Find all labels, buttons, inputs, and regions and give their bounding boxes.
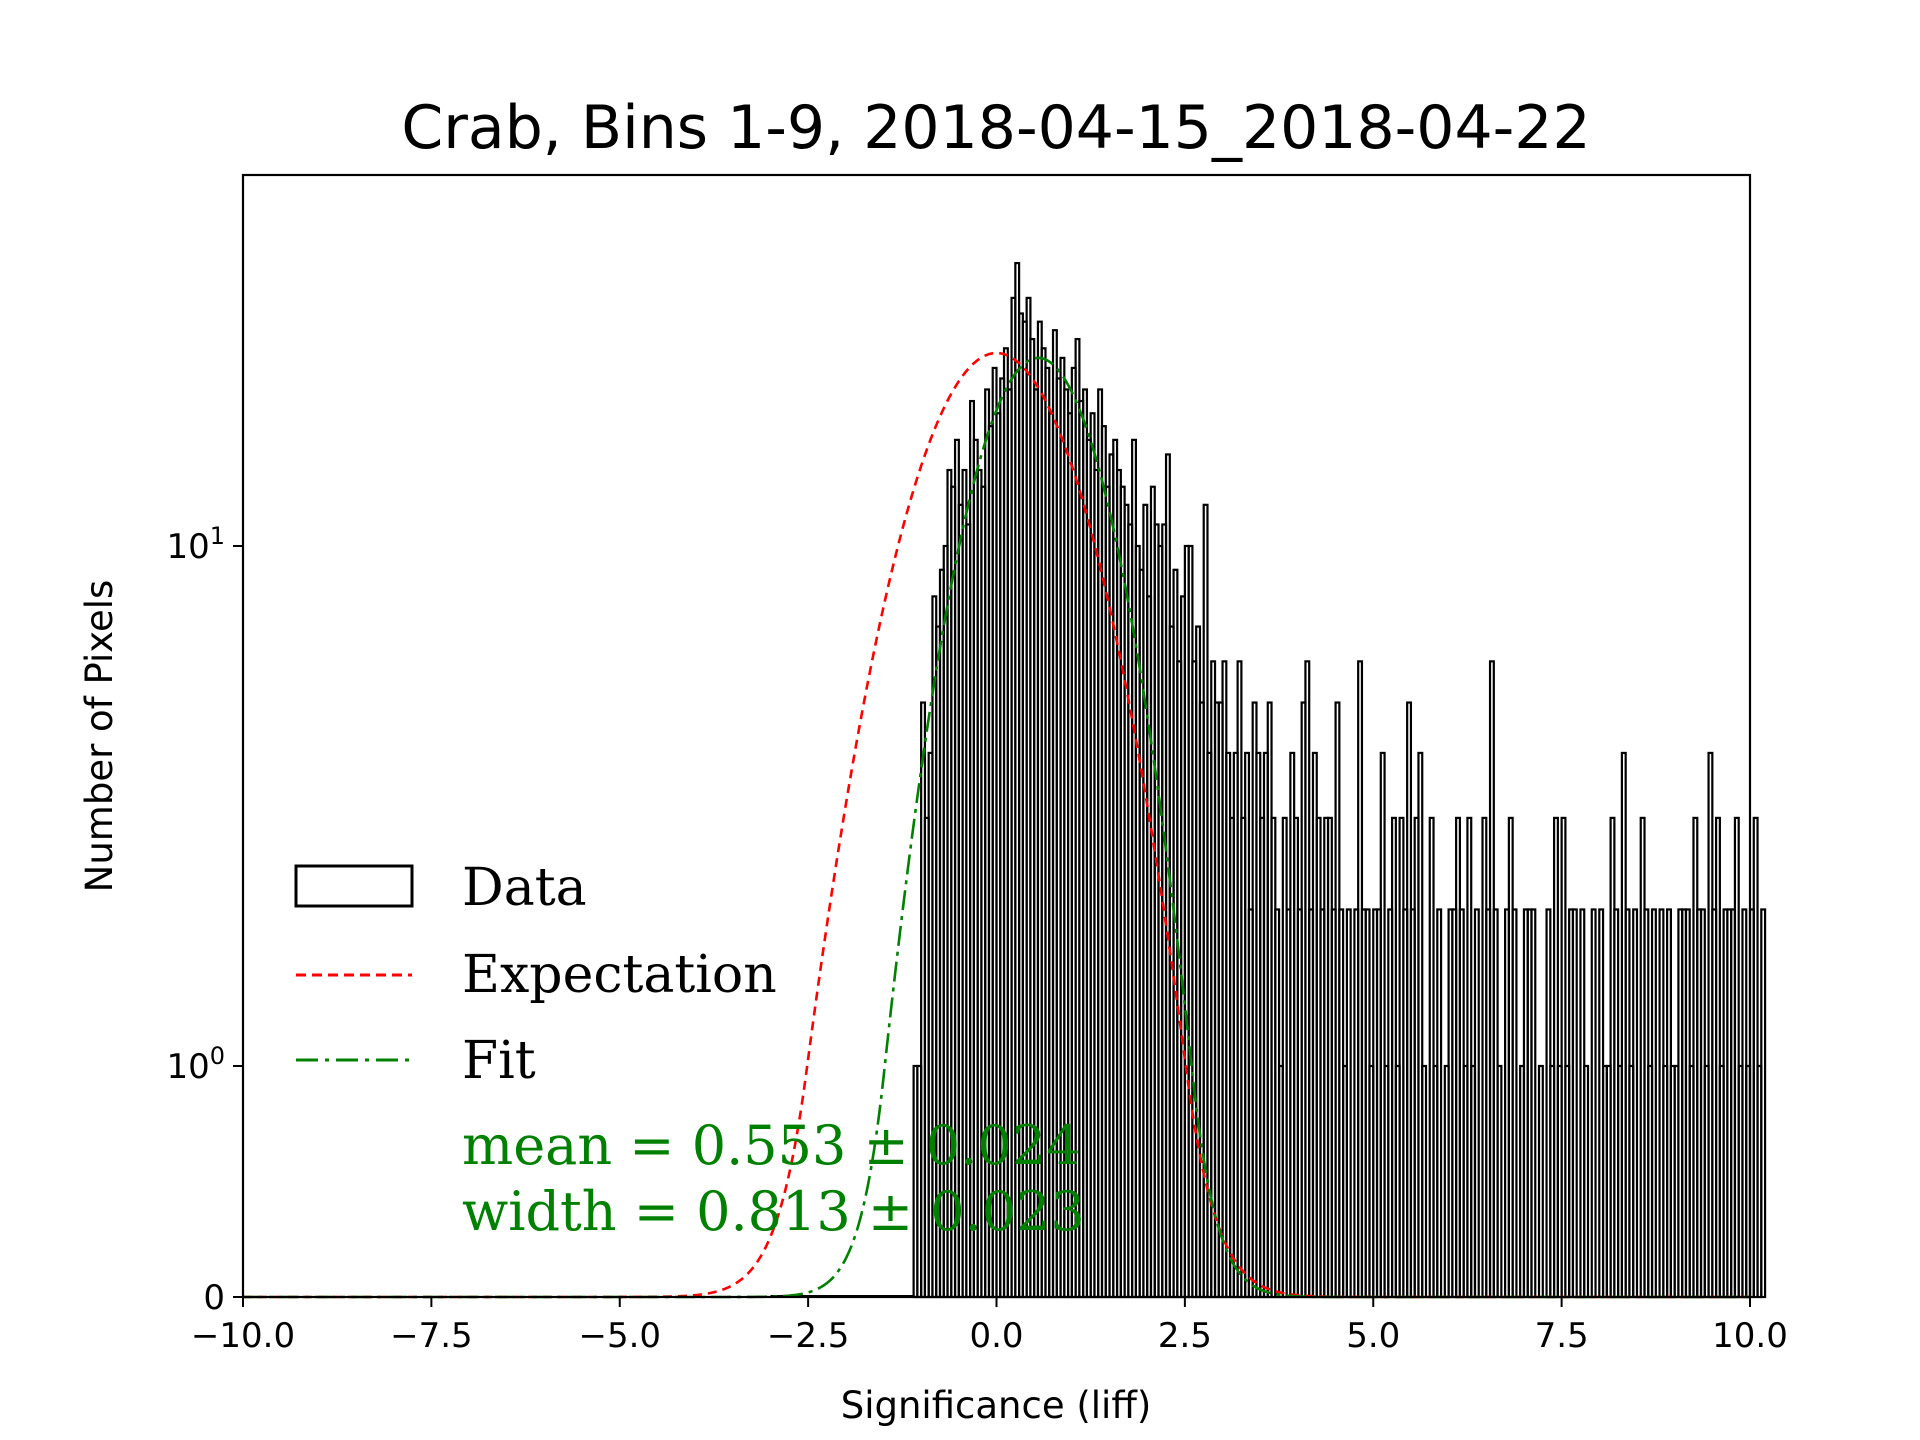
legend-fit-label: Fit	[462, 1031, 536, 1091]
x-axis-label: Significance (liff)	[841, 1384, 1152, 1427]
histogram-bar	[1537, 1064, 1544, 1299]
x-tick-label: 5.0	[1346, 1316, 1400, 1356]
x-axis-ticks: −10.0 −7.5 −5.0 −2.5 0.0 2.5 5.0 7.5 10.0	[191, 1297, 1788, 1356]
x-tick-label: 2.5	[1158, 1316, 1212, 1356]
fit-mean-annotation: mean = 0.553 ± 0.024	[462, 1114, 1080, 1177]
chart-title: Crab, Bins 1-9, 2018-04-15_2018-04-22	[401, 93, 1590, 163]
histogram-bar	[1473, 908, 1480, 1299]
fit-curve	[243, 356, 1750, 1299]
histogram-bar	[1650, 908, 1657, 1299]
x-tick-label: −2.5	[767, 1316, 850, 1356]
histogram-bar	[1421, 1064, 1428, 1299]
y-tick-label: 100	[166, 1042, 225, 1087]
histogram-bar	[1590, 908, 1597, 1299]
histogram-bar	[1760, 908, 1767, 1299]
curves-layer	[243, 351, 1750, 1299]
x-tick-label: 0.0	[969, 1316, 1023, 1356]
histogram-bar	[1530, 908, 1537, 1299]
histogram-bar	[1496, 1064, 1503, 1299]
legend-data-label: Data	[462, 858, 587, 918]
y-tick-label: 101	[166, 522, 225, 567]
y-axis-ticks: 0 100 101	[166, 522, 243, 1318]
histogram-bar	[1752, 816, 1759, 1299]
histogram-bar	[1583, 1064, 1590, 1299]
fit-width-annotation: width = 0.813 ± 0.023	[462, 1180, 1085, 1243]
x-tick-label: −5.0	[578, 1316, 661, 1356]
legend: Data Expectation Fit	[294, 858, 777, 1091]
histogram-bar	[1436, 908, 1443, 1299]
x-tick-label: 10.0	[1712, 1316, 1788, 1356]
legend-data-swatch	[294, 864, 414, 908]
histogram-bar	[1571, 908, 1578, 1299]
y-axis-label: Number of Pixels	[78, 580, 121, 893]
y-tick-label: 0	[203, 1278, 225, 1318]
x-tick-label: −7.5	[390, 1316, 473, 1356]
x-tick-label: 7.5	[1535, 1316, 1589, 1356]
legend-expectation-label: Expectation	[462, 945, 777, 1005]
histogram-bar	[1345, 908, 1352, 1299]
histogram-bar	[1511, 908, 1518, 1299]
x-tick-label: −10.0	[191, 1316, 295, 1356]
histogram-bar	[1632, 908, 1639, 1299]
